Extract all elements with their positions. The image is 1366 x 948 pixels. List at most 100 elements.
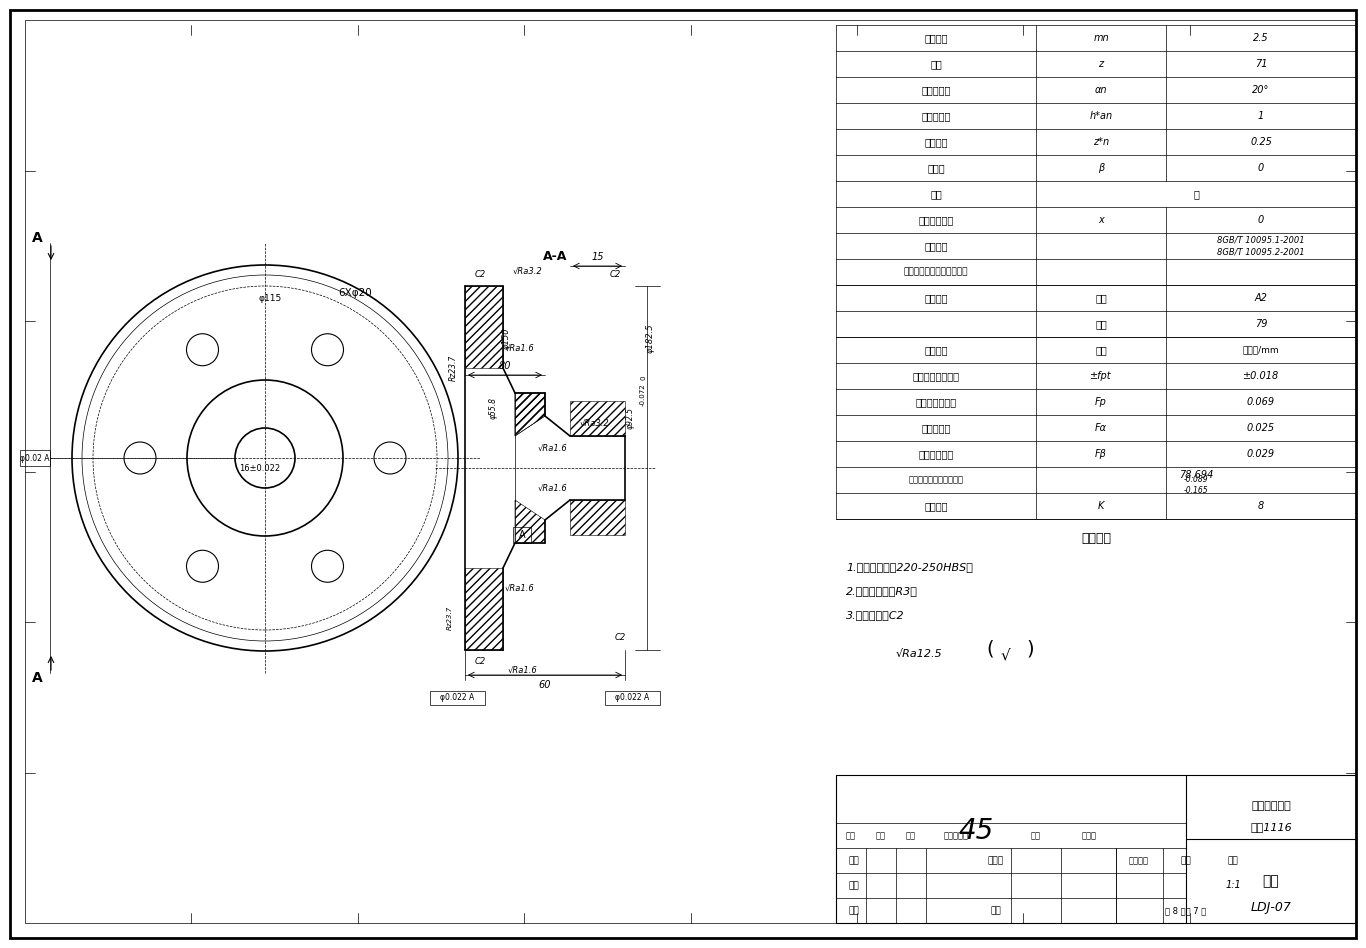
Text: Fα: Fα	[1096, 423, 1106, 433]
Text: √Ra1.6: √Ra1.6	[508, 665, 538, 674]
Text: 6Xφ20: 6Xφ20	[339, 288, 372, 298]
Text: 重量: 重量	[1180, 856, 1191, 865]
Text: 顶隙系数: 顶隙系数	[925, 137, 948, 147]
Text: z: z	[1098, 59, 1104, 69]
Text: ): )	[1026, 640, 1034, 659]
Text: √Ra1.6: √Ra1.6	[538, 444, 568, 452]
Text: 齿数: 齿数	[1096, 319, 1106, 329]
Text: C2: C2	[474, 658, 486, 666]
Text: 比例: 比例	[1228, 856, 1239, 865]
Text: 审核: 审核	[848, 881, 859, 890]
Text: Fβ: Fβ	[1096, 449, 1106, 459]
Text: C2: C2	[609, 269, 620, 279]
Text: 0.029: 0.029	[1247, 449, 1274, 459]
Text: (: (	[986, 640, 993, 659]
Text: C2: C2	[474, 269, 486, 279]
Text: 检验项目: 检验项目	[925, 345, 948, 355]
Text: φ0.02 A: φ0.02 A	[20, 453, 49, 463]
Text: z*n: z*n	[1093, 137, 1109, 147]
Text: φ115: φ115	[258, 294, 281, 302]
Text: 标准化: 标准化	[988, 856, 1004, 865]
Text: -0.072: -0.072	[641, 384, 646, 407]
Text: 2.5: 2.5	[1253, 33, 1269, 43]
Text: φ0.022 A: φ0.022 A	[615, 694, 649, 702]
Text: 分区: 分区	[906, 831, 917, 840]
Text: LDJ-07: LDJ-07	[1250, 902, 1291, 915]
Text: 代号: 代号	[1096, 345, 1106, 355]
Text: √Ra1.6: √Ra1.6	[505, 343, 535, 353]
Text: 3.其余倒角为C2: 3.其余倒角为C2	[846, 610, 904, 620]
Text: √Ra1.6: √Ra1.6	[505, 584, 535, 592]
Text: 工艺: 工艺	[848, 906, 859, 915]
Text: 16±0.022: 16±0.022	[239, 464, 280, 472]
Text: φ92.5: φ92.5	[626, 407, 634, 429]
Text: β: β	[1098, 163, 1104, 173]
Text: 1:1: 1:1	[1225, 881, 1240, 890]
Text: √Ra1.6: √Ra1.6	[538, 483, 568, 493]
Bar	[836, 775, 1356, 923]
Text: 齿顶高系数: 齿顶高系数	[921, 111, 951, 121]
Text: 螺旋线总公差: 螺旋线总公差	[918, 449, 953, 459]
Text: 齿距累积总公差: 齿距累积总公差	[915, 397, 956, 407]
Text: φ150: φ150	[501, 327, 511, 349]
Text: Fp: Fp	[1096, 397, 1106, 407]
Text: 8GB/T 10095.2-2001: 8GB/T 10095.2-2001	[1217, 247, 1305, 256]
Text: 15: 15	[591, 252, 604, 262]
Text: 广东海洋大学: 广东海洋大学	[1251, 801, 1291, 811]
Text: 齿轮: 齿轮	[1262, 875, 1280, 888]
Text: 20°: 20°	[1253, 85, 1269, 95]
Text: 齿廓总公差: 齿廓总公差	[921, 423, 951, 433]
Text: 旋向: 旋向	[930, 189, 943, 199]
Text: 71: 71	[1255, 59, 1268, 69]
Text: 法向模数: 法向模数	[925, 33, 948, 43]
Text: A: A	[31, 671, 42, 685]
Text: 80: 80	[499, 361, 511, 371]
Text: A-A: A-A	[542, 249, 567, 263]
Text: 0: 0	[1258, 215, 1264, 225]
Text: 处数: 处数	[876, 831, 887, 840]
Bar	[20, 450, 51, 466]
Text: C2: C2	[615, 633, 626, 643]
Text: 径向变位系数: 径向变位系数	[918, 215, 953, 225]
Text: 单个齿距极限偏差: 单个齿距极限偏差	[912, 371, 959, 381]
Text: 无: 无	[1193, 189, 1199, 199]
Text: αn: αn	[1094, 85, 1108, 95]
Text: 0: 0	[641, 375, 646, 380]
Text: 0.25: 0.25	[1250, 137, 1272, 147]
Bar	[430, 691, 485, 705]
Text: 批准: 批准	[990, 906, 1001, 915]
Text: Rz23.7: Rz23.7	[448, 355, 458, 381]
Text: 1.调质处理处理220-250HBS。: 1.调质处理处理220-250HBS。	[846, 562, 973, 572]
Text: √Ra12.5: √Ra12.5	[896, 649, 943, 659]
Text: 法向压力角: 法向压力角	[921, 85, 951, 95]
Text: 1: 1	[1258, 111, 1264, 121]
Text: 79: 79	[1255, 319, 1268, 329]
Text: ±0.018: ±0.018	[1243, 371, 1279, 381]
Text: 标记: 标记	[846, 831, 856, 840]
Text: A2: A2	[1254, 293, 1268, 303]
Text: 设计: 设计	[848, 856, 859, 865]
Bar	[605, 691, 660, 705]
Text: φ0.022 A: φ0.022 A	[440, 694, 474, 702]
Text: √Ra3.2: √Ra3.2	[581, 418, 609, 428]
Text: Rz23.7: Rz23.7	[447, 606, 454, 630]
Text: x: x	[1098, 215, 1104, 225]
Text: 精度等级: 精度等级	[925, 241, 948, 251]
Text: 45: 45	[959, 817, 993, 846]
Text: 8GB/T 10095.1-2001: 8GB/T 10095.1-2001	[1217, 236, 1305, 245]
Text: 技术要求: 技术要求	[1081, 533, 1111, 545]
Text: A: A	[519, 530, 526, 540]
Text: 公法线平均长度及其偏差: 公法线平均长度及其偏差	[908, 476, 963, 484]
Text: 螺旋角: 螺旋角	[928, 163, 945, 173]
Text: φ182.5: φ182.5	[646, 323, 654, 353]
Text: -0.089
-0.165: -0.089 -0.165	[1184, 475, 1209, 495]
Text: 0: 0	[1258, 163, 1264, 173]
Bar	[514, 527, 531, 543]
Text: √: √	[1001, 647, 1011, 663]
Text: A: A	[31, 231, 42, 245]
Text: φ55.8: φ55.8	[489, 397, 497, 419]
Text: 2.未标注圆角为R3。: 2.未标注圆角为R3。	[846, 586, 918, 596]
Text: mn: mn	[1093, 33, 1109, 43]
Text: 0.069: 0.069	[1247, 397, 1274, 407]
Text: 60: 60	[538, 680, 552, 690]
